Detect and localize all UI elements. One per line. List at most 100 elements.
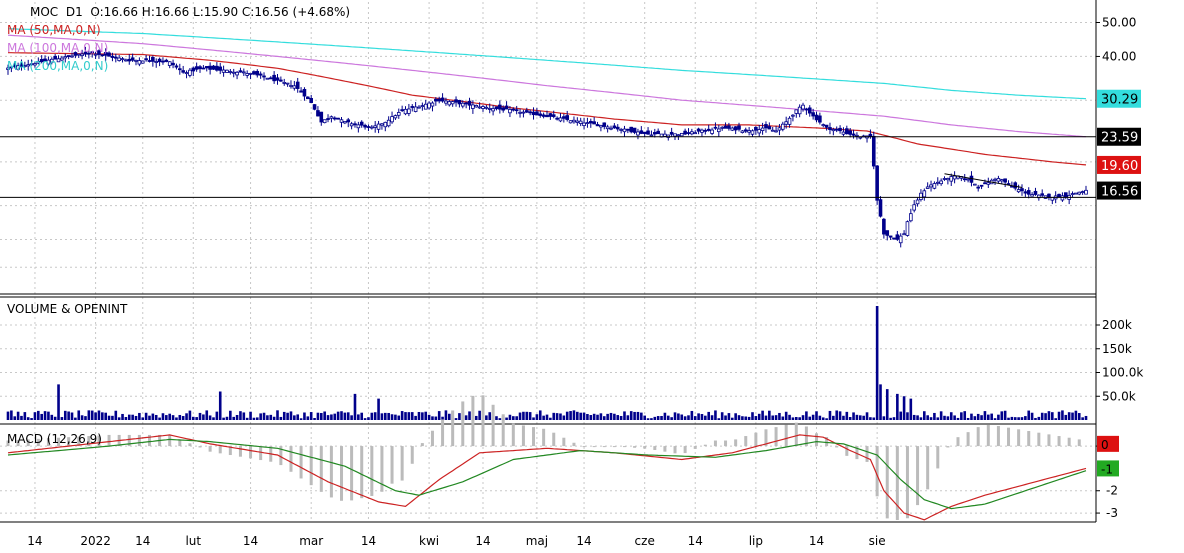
- candle-body: [434, 98, 438, 102]
- volume-bar: [1051, 412, 1054, 420]
- candle-body: [332, 117, 337, 120]
- macd-histogram-bar: [350, 446, 354, 501]
- macd-histogram-bar: [57, 437, 61, 447]
- macd-histogram-bar: [168, 434, 172, 447]
- volume-bar: [353, 393, 357, 420]
- macd-histogram-bar: [804, 426, 808, 447]
- candle-body: [188, 69, 192, 76]
- candle-body: [811, 112, 815, 117]
- candle-body: [474, 104, 479, 108]
- candle-body: [905, 221, 910, 236]
- volume-bar: [1074, 410, 1078, 420]
- candle-body: [110, 55, 115, 58]
- volume-bar: [165, 415, 168, 420]
- candle-body: [460, 102, 465, 107]
- grid-lines: [0, 2, 1096, 522]
- macd-histogram-bar: [916, 446, 920, 506]
- candle-body: [915, 199, 920, 205]
- macd-histogram-bar: [228, 446, 232, 456]
- candle-body: [518, 111, 522, 114]
- volume-bar: [552, 412, 556, 420]
- volume-bar: [303, 412, 306, 420]
- volume-bar: [114, 410, 118, 420]
- volume-bar: [865, 412, 869, 420]
- candle-body: [238, 70, 243, 73]
- macd-histogram-bar: [97, 435, 101, 447]
- volume-bar: [636, 411, 640, 420]
- candle-body: [464, 102, 468, 105]
- macd-histogram-bar: [855, 446, 859, 460]
- candle-body: [97, 50, 101, 55]
- volume-bar: [522, 411, 525, 420]
- x-tick-label: 14: [27, 534, 42, 548]
- candle-body: [33, 63, 37, 66]
- macd-histogram-bar: [622, 446, 626, 448]
- macd-histogram-bar: [1077, 439, 1081, 447]
- candle-body: [1080, 191, 1085, 193]
- candle-body: [184, 72, 189, 74]
- macd-histogram-bar: [390, 446, 394, 484]
- candle-body: [447, 101, 452, 106]
- volume-bar: [350, 415, 353, 420]
- candle-body: [1026, 190, 1031, 195]
- candle-body: [545, 115, 549, 118]
- candle-body: [639, 130, 644, 134]
- volume-bar: [835, 410, 839, 420]
- volume-bar: [737, 415, 741, 420]
- volume-bar: [640, 412, 643, 420]
- legend-ma200[interactable]: MA (200,MA,0,N): [7, 59, 109, 73]
- volume-bar: [525, 411, 529, 420]
- volume-bar: [761, 410, 764, 420]
- candle-body: [228, 71, 233, 73]
- candle-body: [417, 106, 421, 109]
- candle-body: [898, 235, 903, 244]
- macd-histogram-bar: [178, 439, 182, 447]
- volume-bar: [751, 412, 754, 420]
- volume-bar: [576, 411, 579, 420]
- candle-body: [939, 180, 943, 185]
- candle-body: [204, 66, 209, 69]
- volume-bar: [1007, 417, 1010, 420]
- candle-body: [508, 109, 512, 114]
- candle-body: [471, 104, 475, 109]
- candle-body: [946, 178, 950, 181]
- candle-body: [528, 111, 532, 114]
- candle-body: [686, 132, 691, 134]
- legend-ma50[interactable]: MA (50,MA,0,N): [7, 23, 101, 37]
- candle-body: [306, 96, 310, 100]
- candle-body: [979, 184, 984, 187]
- candle-body: [743, 129, 748, 132]
- volume-bar: [616, 415, 620, 420]
- macd-tick-label: -3: [1106, 506, 1118, 520]
- candle-body: [949, 176, 954, 182]
- macd-histogram-bar: [289, 446, 293, 472]
- volume-bar: [60, 417, 64, 420]
- volume-bar: [104, 412, 107, 420]
- volume-bar: [565, 411, 569, 420]
- macd-histogram-bar: [380, 446, 384, 492]
- volume-bar: [599, 413, 603, 420]
- volume-bar: [683, 416, 687, 420]
- volume-bar: [646, 418, 650, 420]
- candle-body: [322, 119, 327, 124]
- volume-bar: [215, 411, 219, 420]
- volume-bar: [1017, 417, 1020, 420]
- macd-histogram-bar: [26, 439, 30, 447]
- legend-ma100[interactable]: MA (100,MA,0,N): [7, 41, 109, 55]
- volume-bar: [919, 417, 923, 420]
- macd-histogram-bar: [552, 432, 556, 447]
- candle-body: [1006, 183, 1011, 185]
- volume-bar: [384, 412, 387, 420]
- candle-body: [737, 125, 741, 130]
- volume-bar: [811, 414, 815, 420]
- volume-bar: [791, 417, 795, 420]
- candle-body: [390, 116, 394, 123]
- macd-histogram-bar: [875, 446, 879, 497]
- candle-body: [279, 79, 283, 82]
- volume-bar: [397, 415, 401, 420]
- candle-body: [649, 134, 654, 137]
- volume-bar: [50, 414, 54, 420]
- volume-bar: [936, 417, 940, 420]
- volume-bar: [926, 415, 929, 420]
- price-label: 23.59: [1101, 131, 1138, 146]
